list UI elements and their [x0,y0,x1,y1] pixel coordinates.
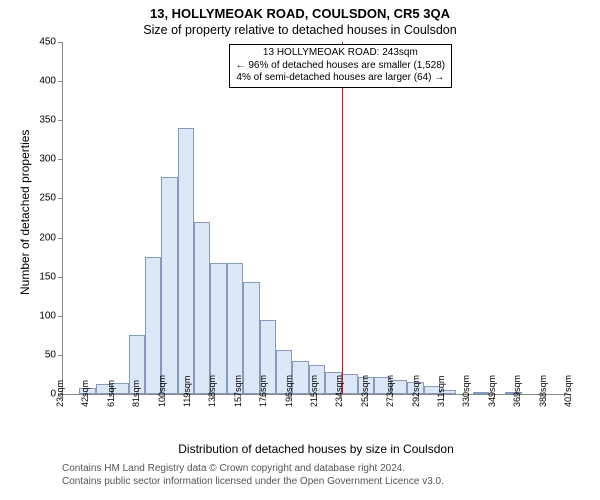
y-tick-label: 50 [32,349,56,360]
y-tick-label: 250 [32,193,56,204]
y-tick-label: 0 [32,389,56,400]
y-tick-mark [58,42,62,43]
y-tick-label: 300 [32,154,56,165]
y-tick-mark [58,277,62,278]
annotation-box: 13 HOLLYMEOAK ROAD: 243sqm ← 96% of deta… [229,44,453,88]
y-axis-label: Number of detached properties [18,130,32,295]
y-tick-mark [58,355,62,356]
y-tick-label: 400 [32,76,56,87]
reference-line [342,42,343,394]
plot-area [62,42,571,395]
footnote-line2: Contains public sector information licen… [62,475,444,488]
annotation-line3: 4% of semi-detached houses are larger (6… [236,72,446,85]
histogram-bar [145,257,161,394]
chart-title: 13, HOLLYMEOAK ROAD, COULSDON, CR5 3QA [0,0,600,21]
y-tick-mark [58,198,62,199]
x-axis-label: Distribution of detached houses by size … [62,442,570,456]
annotation-line1: 13 HOLLYMEOAK ROAD: 243sqm [236,47,446,60]
y-tick-label: 150 [32,271,56,282]
chart-subtitle: Size of property relative to detached ho… [0,21,600,37]
histogram-bar [292,361,308,394]
y-tick-mark [58,238,62,239]
footnote: Contains HM Land Registry data © Crown c… [62,462,444,488]
histogram-bar [342,374,358,394]
annotation-line2: ← 96% of detached houses are smaller (1,… [236,60,446,73]
y-tick-label: 350 [32,115,56,126]
y-tick-mark [58,159,62,160]
y-tick-label: 100 [32,310,56,321]
y-tick-label: 200 [32,232,56,243]
footnote-line1: Contains HM Land Registry data © Crown c… [62,462,444,475]
y-tick-label: 450 [32,37,56,48]
histogram-bar [178,128,194,394]
y-tick-mark [58,120,62,121]
y-tick-mark [58,81,62,82]
histogram-bar [161,177,177,394]
y-tick-mark [58,316,62,317]
histogram-bar [194,222,210,394]
